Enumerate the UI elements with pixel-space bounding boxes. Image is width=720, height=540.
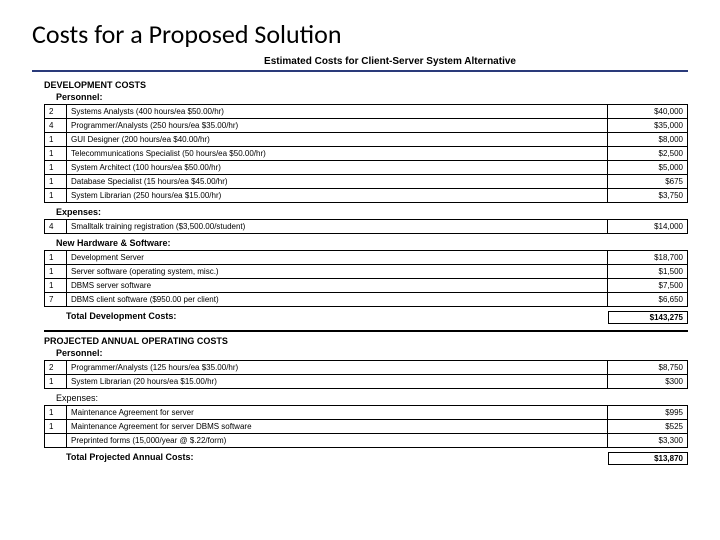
annual-expenses-table: 1Maintenance Agreement for server$9951Ma… [44, 405, 688, 448]
qty-cell: 1 [45, 175, 67, 189]
table-row: 1GUI Designer (200 hours/ea $40.00/hr)$8… [45, 133, 688, 147]
desc-cell: Telecommunications Specialist (50 hours/… [67, 147, 608, 161]
amount-cell: $40,000 [608, 105, 688, 119]
table-row: 1Database Specialist (15 hours/ea $45.00… [45, 175, 688, 189]
desc-cell: DBMS server software [67, 279, 608, 293]
dev-heading: DEVELOPMENT COSTS [44, 80, 688, 90]
annual-personnel-heading: Personnel: [56, 348, 688, 358]
annual-heading: PROJECTED ANNUAL OPERATING COSTS [44, 336, 688, 346]
table-row: 1Development Server$18,700 [45, 251, 688, 265]
amount-cell: $8,000 [608, 133, 688, 147]
top-rule [32, 70, 688, 72]
annual-total-label: Total Projected Annual Costs: [44, 452, 608, 465]
dev-total-amount: $143,275 [608, 311, 688, 324]
table-row: 1Maintenance Agreement for server$995 [45, 406, 688, 420]
amount-cell: $300 [608, 375, 688, 389]
qty-cell: 1 [45, 189, 67, 203]
dev-total-label: Total Development Costs: [44, 311, 608, 324]
desc-cell: Programmer/Analysts (125 hours/ea $35.00… [67, 361, 608, 375]
amount-cell: $995 [608, 406, 688, 420]
qty-cell: 2 [45, 361, 67, 375]
desc-cell: System Librarian (20 hours/ea $15.00/hr) [67, 375, 608, 389]
amount-cell: $14,000 [608, 220, 688, 234]
table-row: 1System Librarian (20 hours/ea $15.00/hr… [45, 375, 688, 389]
annual-personnel-table: 2Programmer/Analysts (125 hours/ea $35.0… [44, 360, 688, 389]
table-row: Preprinted forms (15,000/year @ $.22/for… [45, 434, 688, 448]
desc-cell: Programmer/Analysts (250 hours/ea $35.00… [67, 119, 608, 133]
desc-cell: Database Specialist (15 hours/ea $45.00/… [67, 175, 608, 189]
desc-cell: Maintenance Agreement for server [67, 406, 608, 420]
table-row: 1System Architect (100 hours/ea $50.00/h… [45, 161, 688, 175]
qty-cell: 1 [45, 375, 67, 389]
qty-cell: 1 [45, 279, 67, 293]
amount-cell: $3,750 [608, 189, 688, 203]
dev-total-row: Total Development Costs: $143,275 [44, 311, 688, 324]
dev-hw-heading: New Hardware & Software: [56, 238, 688, 248]
table-row: 1Server software (operating system, misc… [45, 265, 688, 279]
divider [44, 330, 688, 332]
amount-cell: $6,650 [608, 293, 688, 307]
dev-hw-table: 1Development Server$18,7001Server softwa… [44, 250, 688, 307]
qty-cell: 4 [45, 220, 67, 234]
amount-cell: $525 [608, 420, 688, 434]
amount-cell: $7,500 [608, 279, 688, 293]
table-row: 1Telecommunications Specialist (50 hours… [45, 147, 688, 161]
table-row: 1DBMS server software$7,500 [45, 279, 688, 293]
annual-expenses-heading: Expenses: [56, 393, 688, 403]
dev-personnel-heading: Personnel: [56, 92, 688, 102]
qty-cell [45, 434, 67, 448]
desc-cell: Preprinted forms (15,000/year @ $.22/for… [67, 434, 608, 448]
estimate-title: Estimated Costs for Client-Server System… [32, 56, 688, 67]
qty-cell: 1 [45, 265, 67, 279]
dev-expenses-heading: Expenses: [56, 207, 688, 217]
desc-cell: Systems Analysts (400 hours/ea $50.00/hr… [67, 105, 608, 119]
desc-cell: System Librarian (250 hours/ea $15.00/hr… [67, 189, 608, 203]
qty-cell: 7 [45, 293, 67, 307]
qty-cell: 1 [45, 133, 67, 147]
dev-personnel-table: 2Systems Analysts (400 hours/ea $50.00/h… [44, 104, 688, 203]
qty-cell: 1 [45, 406, 67, 420]
annual-total-amount: $13,870 [608, 452, 688, 465]
table-row: 2Programmer/Analysts (125 hours/ea $35.0… [45, 361, 688, 375]
desc-cell: Maintenance Agreement for server DBMS so… [67, 420, 608, 434]
amount-cell: $2,500 [608, 147, 688, 161]
amount-cell: $8,750 [608, 361, 688, 375]
table-row: 1Maintenance Agreement for server DBMS s… [45, 420, 688, 434]
table-row: 7DBMS client software ($950.00 per clien… [45, 293, 688, 307]
dev-expenses-table: 4Smalltalk training registration ($3,500… [44, 219, 688, 234]
amount-cell: $1,500 [608, 265, 688, 279]
table-row: 2Systems Analysts (400 hours/ea $50.00/h… [45, 105, 688, 119]
slide-title: Costs for a Proposed Solution [32, 18, 688, 50]
desc-cell: Server software (operating system, misc.… [67, 265, 608, 279]
qty-cell: 1 [45, 251, 67, 265]
qty-cell: 2 [45, 105, 67, 119]
amount-cell: $35,000 [608, 119, 688, 133]
annual-total-row: Total Projected Annual Costs: $13,870 [44, 452, 688, 465]
qty-cell: 4 [45, 119, 67, 133]
qty-cell: 1 [45, 161, 67, 175]
qty-cell: 1 [45, 147, 67, 161]
desc-cell: DBMS client software ($950.00 per client… [67, 293, 608, 307]
table-row: 4Programmer/Analysts (250 hours/ea $35.0… [45, 119, 688, 133]
amount-cell: $675 [608, 175, 688, 189]
desc-cell: System Architect (100 hours/ea $50.00/hr… [67, 161, 608, 175]
qty-cell: 1 [45, 420, 67, 434]
desc-cell: Development Server [67, 251, 608, 265]
table-row: 1System Librarian (250 hours/ea $15.00/h… [45, 189, 688, 203]
desc-cell: GUI Designer (200 hours/ea $40.00/hr) [67, 133, 608, 147]
amount-cell: $3,300 [608, 434, 688, 448]
amount-cell: $5,000 [608, 161, 688, 175]
amount-cell: $18,700 [608, 251, 688, 265]
desc-cell: Smalltalk training registration ($3,500.… [67, 220, 608, 234]
table-row: 4Smalltalk training registration ($3,500… [45, 220, 688, 234]
